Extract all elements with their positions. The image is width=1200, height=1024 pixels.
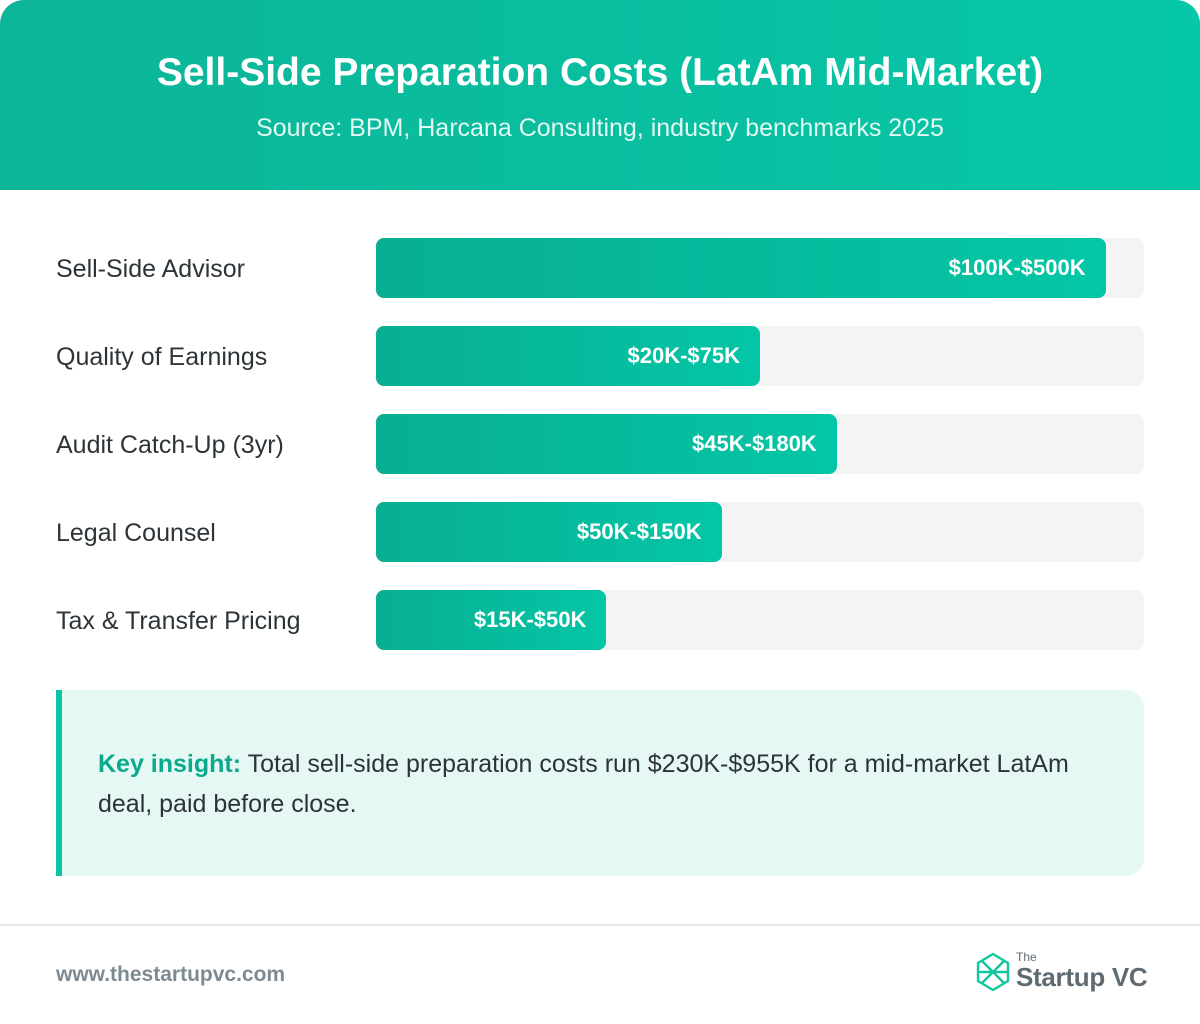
bar-value-label: $45K-$180K — [692, 431, 817, 456]
bar-value-label: $20K-$75K — [627, 343, 740, 368]
footer-url: www.thestartupvc.com — [56, 963, 286, 986]
bar: $45K-$180K — [376, 414, 837, 474]
bar-track: $45K-$180K — [376, 414, 1144, 474]
category-label: Sell-Side Advisor — [56, 255, 245, 283]
key-insight-text: Total sell-side preparation costs run $2… — [98, 750, 1069, 818]
key-insight-box: Key insight: Total sell-side preparation… — [56, 690, 1144, 876]
page-title: Sell-Side Preparation Costs (LatAm Mid-M… — [156, 51, 1044, 94]
chart-row: Legal Counsel $50K-$150K — [56, 502, 1144, 562]
header-banner: Sell-Side Preparation Costs (LatAm Mid-M… — [0, 0, 1200, 190]
startupvc-logo-icon — [976, 952, 1010, 992]
category-label: Legal Counsel — [56, 519, 216, 547]
bar: $15K-$50K — [376, 590, 607, 650]
chart-row: Tax & Transfer Pricing $15K-$50K — [56, 590, 1144, 650]
footer-divider — [0, 924, 1200, 926]
bar-track: $15K-$50K — [376, 590, 1144, 650]
category-label: Tax & Transfer Pricing — [56, 607, 301, 635]
bar-track: $20K-$75K — [376, 326, 1144, 386]
brand-logo: The Startup VC — [974, 950, 1154, 996]
logo-small-text: The — [1016, 950, 1037, 964]
logo-name-text: Startup VC — [1016, 962, 1148, 992]
bar: $20K-$75K — [376, 326, 760, 386]
cost-bar-chart: Sell-Side Advisor $100K-$500K Quality of E… — [56, 238, 1144, 678]
bar-value-label: $50K-$150K — [576, 519, 702, 544]
category-label: Quality of Earnings — [56, 343, 268, 371]
bar-value-label: $15K-$50K — [473, 607, 587, 632]
chart-row: Quality of Earnings $20K-$75K — [56, 326, 1144, 386]
bar-track: $100K-$500K — [376, 238, 1144, 298]
bar-track: $50K-$150K — [376, 502, 1144, 562]
category-label: Audit Catch-Up (3yr) — [56, 431, 284, 459]
bar: $100K-$500K — [376, 238, 1106, 298]
bar: $50K-$150K — [376, 502, 722, 562]
chart-row: Audit Catch-Up (3yr) $45K-$180K — [56, 414, 1144, 474]
page-subtitle: Source: BPM, Harcana Consulting, industr… — [256, 114, 944, 142]
bar-value-label: $100K-$500K — [948, 255, 1086, 280]
key-insight-label: Key insight: — [98, 750, 242, 778]
chart-row: Sell-Side Advisor $100K-$500K — [56, 238, 1144, 298]
